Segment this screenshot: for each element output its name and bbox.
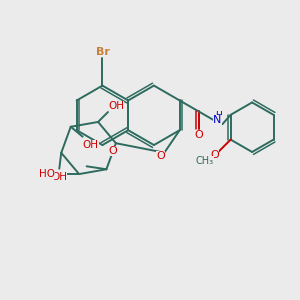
Text: Br: Br [95,47,110,57]
Text: HO: HO [39,169,56,179]
Text: N: N [213,115,222,125]
Text: CH₃: CH₃ [196,156,214,167]
Text: H: H [215,111,222,120]
Text: O: O [157,151,165,161]
Text: OH: OH [108,101,124,111]
Text: O: O [210,150,219,161]
Text: O: O [194,130,203,140]
Text: OH: OH [51,172,67,182]
Text: O: O [109,146,118,156]
Text: OH: OH [82,140,99,150]
